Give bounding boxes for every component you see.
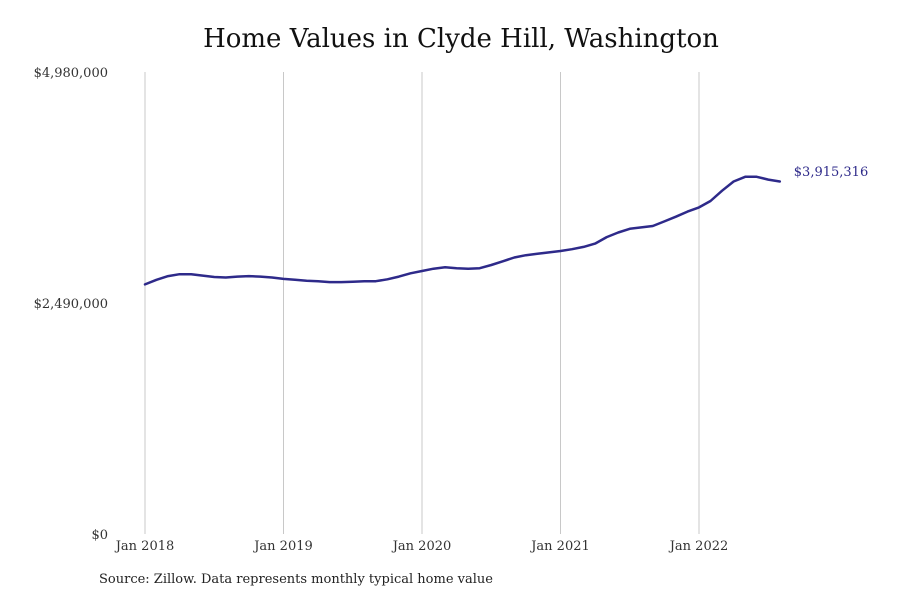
x-tick-label: Jan 2019 — [252, 539, 313, 554]
y-axis-tick-labels: $0 $2,490,000 $4,980,000 — [34, 66, 108, 543]
x-tick-label: Jan 2022 — [668, 539, 729, 554]
home-value-series-line — [143, 175, 782, 286]
x-tick-label: Jan 2018 — [114, 539, 175, 554]
y-tick-label: $4,980,000 — [34, 66, 108, 81]
y-tick-label: $0 — [91, 528, 108, 543]
chart-title: Home Values in Clyde Hill, Washington — [203, 24, 719, 54]
last-value-label: $3,915,316 — [794, 165, 868, 180]
x-tick-label: Jan 2021 — [529, 539, 590, 554]
source-note: Source: Zillow. Data represents monthly … — [99, 572, 493, 587]
y-tick-label: $2,490,000 — [34, 297, 108, 312]
x-tick-label: Jan 2020 — [391, 539, 452, 554]
gridlines — [144, 72, 700, 534]
x-axis-tick-labels: Jan 2018 Jan 2019 Jan 2020 Jan 2021 Jan 2022 — [114, 539, 729, 554]
